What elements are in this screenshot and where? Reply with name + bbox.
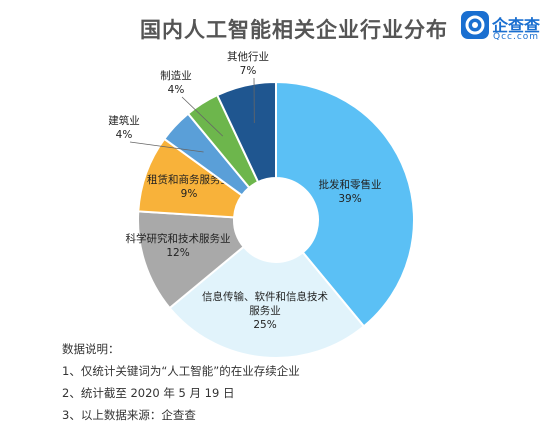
qcc-logo-icon bbox=[461, 11, 489, 39]
slice-label: 科学研究和技术服务业 bbox=[126, 232, 231, 245]
slice-label: 信息传输、软件和信息技术 bbox=[202, 290, 328, 303]
data-notes: 数据说明： 1、仅统计关键词为“人工智能”的在业存续企业 2、统计截至 2020… bbox=[62, 338, 300, 426]
chart-title: 国内人工智能相关企业行业分布 bbox=[140, 18, 448, 42]
slice-value-label: 12% bbox=[166, 247, 189, 259]
note-item: 2、统计截至 2020 年 5 月 19 日 bbox=[62, 386, 235, 400]
donut-slice bbox=[275, 80, 415, 328]
qcc-logo: 企查查 Qcc.com bbox=[460, 10, 550, 48]
leader-line bbox=[129, 141, 204, 153]
slice-value-label: 4% bbox=[116, 129, 133, 141]
donut-slice bbox=[168, 245, 366, 359]
note-item: 1、仅统计关键词为“人工智能”的在业存续企业 bbox=[62, 364, 300, 378]
slice-value-label: 9% bbox=[181, 188, 198, 200]
note-item: 3、以上数据来源：企查查 bbox=[62, 408, 196, 422]
slice-value-label: 4% bbox=[168, 84, 185, 96]
slice-value-label: 25% bbox=[253, 319, 276, 331]
notes-heading: 数据说明： bbox=[62, 342, 120, 356]
donut-slice bbox=[137, 210, 246, 310]
slice-label: 制造业 bbox=[160, 69, 192, 82]
slice-label: 建筑业 bbox=[108, 114, 140, 127]
slice-label: 批发和零售业 bbox=[319, 178, 382, 191]
logo-sub: Qcc.com bbox=[493, 32, 540, 42]
slice-value-label: 39% bbox=[338, 193, 361, 205]
slice-label: 服务业 bbox=[249, 304, 281, 317]
slice-label: 其他行业 bbox=[227, 50, 269, 63]
donut-slice bbox=[215, 80, 277, 184]
logo-name: 企查查 bbox=[492, 16, 541, 35]
slice-label: 租赁和商务服务业 bbox=[147, 173, 231, 186]
leader-line bbox=[181, 96, 224, 137]
slice-value-label: 7% bbox=[240, 65, 257, 77]
